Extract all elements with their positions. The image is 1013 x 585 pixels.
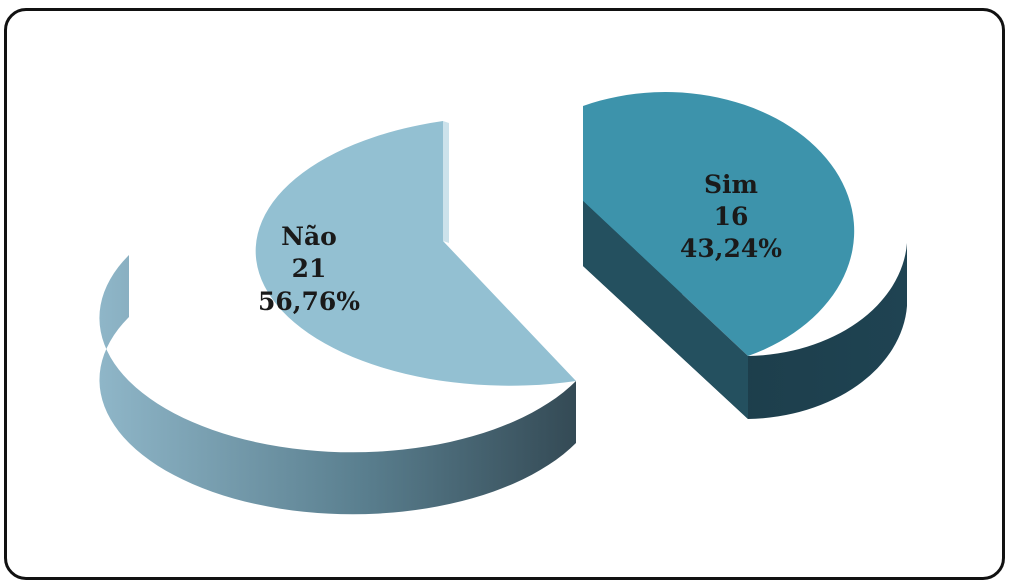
slice-nao-side	[99, 255, 576, 515]
label-sim: Sim 16 43,24%	[680, 170, 782, 263]
slice-sim	[583, 92, 907, 419]
label-nao: Não 21 56,76%	[258, 222, 360, 316]
slice-nao	[99, 121, 576, 515]
label-nao-percent: 56,76%	[258, 287, 360, 316]
slice-sim-top	[583, 92, 855, 356]
label-sim-percent: 43,24%	[680, 234, 782, 263]
slice-sim-face	[583, 106, 748, 419]
label-nao-value: 21	[292, 254, 327, 283]
pie-chart: Não 21 56,76% Sim 16 43,24%	[99, 92, 907, 515]
slice-nao-top	[255, 121, 576, 386]
label-nao-name: Não	[281, 222, 337, 251]
chart-frame: Não 21 56,76% Sim 16 43,24%	[4, 8, 1005, 580]
label-sim-name: Sim	[704, 170, 758, 199]
slice-nao-edge	[443, 121, 449, 243]
label-sim-value: 16	[714, 202, 749, 231]
